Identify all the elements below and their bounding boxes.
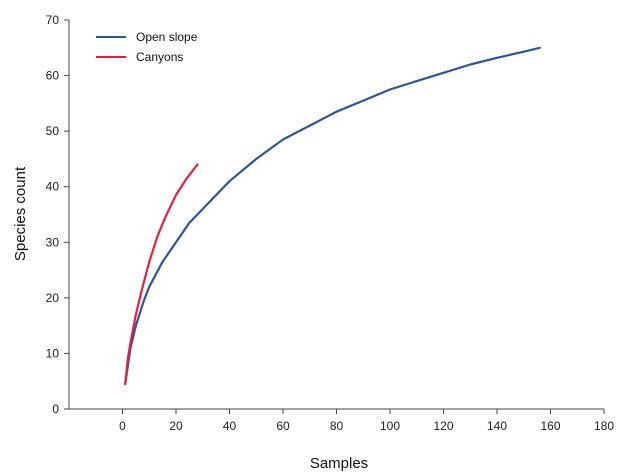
- y-tick-label: 40: [46, 180, 60, 194]
- y-axis-title: Species count: [12, 166, 29, 261]
- series-lines: [124, 46, 541, 386]
- legend-label-open-slope: Open slope: [136, 30, 198, 44]
- y-tick-label: 0: [52, 402, 59, 416]
- tick-labels: 0 10 20 30 40 50 60 70 0 20 40 60 80 100 120 140 160 180: [46, 13, 615, 433]
- x-tick-label: 120: [433, 419, 453, 433]
- x-tick-label: 140: [487, 419, 507, 433]
- y-tick-label: 70: [46, 13, 60, 27]
- x-tick-label: 60: [276, 419, 290, 433]
- x-tick-label: 20: [169, 419, 183, 433]
- y-tick-label: 50: [46, 124, 60, 138]
- x-axis-title: Samples: [310, 455, 368, 472]
- x-tick-label: 100: [380, 419, 400, 433]
- y-tick-label: 20: [46, 291, 60, 305]
- series-line-open-slope: [124, 46, 541, 386]
- y-tick-label: 30: [46, 235, 60, 249]
- axes: [64, 19, 605, 414]
- x-tick-label: 160: [540, 419, 560, 433]
- legend-label-canyons: Canyons: [136, 50, 183, 64]
- legend: Open slope Canyons: [96, 30, 198, 64]
- x-tick-label: 80: [330, 419, 344, 433]
- y-tick-label: 10: [46, 346, 60, 360]
- x-tick-label: 0: [119, 419, 126, 433]
- x-tick-label: 40: [223, 419, 237, 433]
- series-line-canyons: [124, 163, 199, 386]
- y-tick-label: 60: [46, 69, 60, 83]
- x-tick-label: 180: [594, 419, 614, 433]
